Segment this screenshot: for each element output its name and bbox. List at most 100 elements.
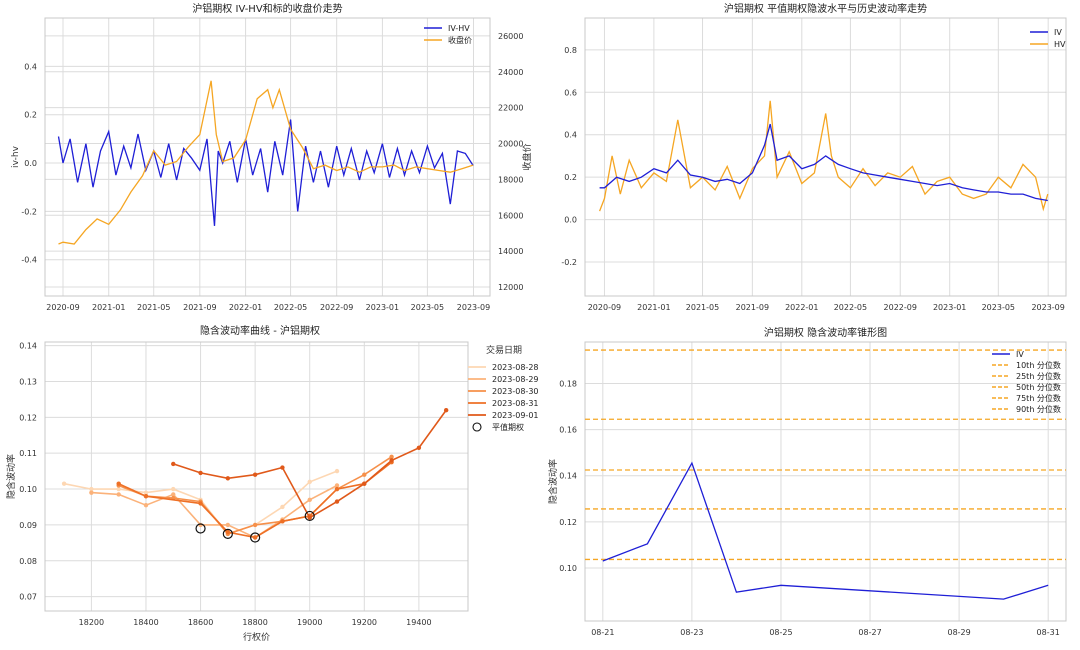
smile-point bbox=[89, 490, 94, 495]
chart-title: 沪铝期权 平值期权隐波水平与历史波动率走势 bbox=[724, 2, 927, 15]
smile-point bbox=[143, 490, 149, 495]
x-tick-label: 2020-09 bbox=[588, 303, 621, 312]
y-tick-label: 0.16 bbox=[559, 426, 577, 435]
y-axis-label: 隐含波动率 bbox=[5, 454, 17, 499]
atm-marker bbox=[195, 523, 206, 534]
x-tick-label: 2022-09 bbox=[320, 303, 353, 312]
smile-point bbox=[171, 492, 176, 497]
y-tick-label: -0.4 bbox=[21, 256, 37, 265]
y-tick-label: 0.14 bbox=[559, 472, 577, 481]
smile-point bbox=[307, 515, 312, 520]
y-tick-label: 0.8 bbox=[564, 46, 577, 55]
series-line-iv bbox=[599, 123, 1048, 202]
x-tick-label: 2021-09 bbox=[183, 303, 216, 312]
y-tick-label: 0.12 bbox=[19, 413, 37, 422]
legend-label: 平值期权 bbox=[492, 422, 524, 432]
smile-point bbox=[280, 519, 285, 524]
atm-marker bbox=[250, 532, 261, 543]
legend-label: IV bbox=[1054, 28, 1062, 37]
x-tick-label: 18600 bbox=[188, 618, 213, 627]
y-tick-label: 0.10 bbox=[559, 564, 577, 573]
y-tick-label: 0.10 bbox=[19, 485, 37, 494]
x-tick-label: 08-23 bbox=[680, 628, 703, 637]
y-tick-label: 0.09 bbox=[19, 521, 37, 530]
smile-point bbox=[362, 472, 367, 477]
x-tick-label: 2022-05 bbox=[834, 303, 867, 312]
smile-point bbox=[389, 458, 394, 463]
smile-point bbox=[252, 472, 258, 477]
x-tick-label: 08-29 bbox=[947, 628, 970, 637]
legend-label: 90th 分位数 bbox=[1016, 404, 1061, 414]
y2-tick-label: 16000 bbox=[498, 211, 523, 220]
smile-point bbox=[334, 483, 340, 488]
y-tick-label: 0.11 bbox=[19, 449, 37, 458]
y-tick-label: 0.6 bbox=[564, 88, 577, 97]
plot-frame bbox=[584, 17, 1067, 297]
legend-label: 2023-09-01 bbox=[492, 411, 539, 420]
smile-point bbox=[389, 454, 394, 459]
smile-point bbox=[252, 522, 258, 528]
smile-point bbox=[225, 529, 231, 535]
smile-line bbox=[118, 461, 393, 539]
x-tick-label: 19000 bbox=[297, 618, 322, 627]
y2-tick-label: 14000 bbox=[498, 247, 523, 256]
x-tick-label: 2021-05 bbox=[686, 303, 719, 312]
x-tick-label: 19400 bbox=[406, 618, 431, 627]
x-tick-label: 2020-09 bbox=[46, 303, 79, 312]
x-tick-label: 2023-05 bbox=[411, 303, 444, 312]
smile-point bbox=[280, 465, 285, 470]
y2-tick-label: 22000 bbox=[498, 104, 523, 113]
plot-frame bbox=[584, 341, 1067, 622]
x-axis-label: 行权价 bbox=[243, 631, 270, 643]
x-tick-label: 18400 bbox=[133, 618, 158, 627]
legend-label: 10th 分位数 bbox=[1016, 360, 1061, 370]
y-tick-label: -0.2 bbox=[21, 207, 37, 216]
atm-marker bbox=[304, 510, 315, 522]
series-line-iv bbox=[602, 461, 1049, 600]
smile-point bbox=[307, 497, 312, 503]
smile-point bbox=[198, 501, 203, 506]
legend-label: 2023-08-31 bbox=[492, 399, 539, 408]
x-tick-label: 08-31 bbox=[1037, 628, 1060, 637]
series-line-iv-hv bbox=[57, 119, 474, 226]
legend-label: 2023-08-28 bbox=[492, 363, 539, 372]
legend-label: IV-HV bbox=[448, 24, 470, 33]
chart-title: 沪铝期权 隐含波动率锥形图 bbox=[764, 326, 887, 339]
y-tick-label: 0.13 bbox=[19, 377, 37, 386]
smile-point bbox=[225, 522, 231, 528]
y-tick-label: 0.2 bbox=[564, 173, 577, 182]
y-tick-label: 0.07 bbox=[19, 593, 37, 602]
legend-label: 50th 分位数 bbox=[1016, 382, 1061, 392]
smile-point bbox=[198, 470, 203, 476]
x-tick-label: 2022-01 bbox=[785, 303, 818, 312]
y2-tick-label: 24000 bbox=[498, 68, 523, 77]
x-tick-label: 2022-01 bbox=[229, 303, 262, 312]
y-tick-label: 0.14 bbox=[19, 342, 37, 351]
y-tick-label: 0.0 bbox=[564, 216, 577, 225]
smile-point bbox=[171, 461, 176, 467]
smile-point bbox=[252, 535, 258, 540]
smile-line bbox=[91, 484, 338, 539]
y-tick-label: 0.08 bbox=[19, 557, 37, 566]
x-tick-label: 2023-09 bbox=[1031, 303, 1064, 312]
x-tick-label: 08-21 bbox=[591, 628, 614, 637]
series-line-close-price bbox=[58, 80, 474, 245]
y2-tick-label: 20000 bbox=[498, 140, 523, 149]
chart-title: 隐含波动率曲线 - 沪铝期权 bbox=[200, 324, 320, 337]
y-tick-label: 0.12 bbox=[559, 518, 577, 527]
smile-point bbox=[416, 445, 422, 451]
x-tick-label: 2023-01 bbox=[933, 303, 966, 312]
atm-marker bbox=[222, 528, 233, 539]
y2-axis-label: 收盘价 bbox=[521, 143, 533, 170]
smile-point bbox=[143, 494, 149, 499]
smile-point bbox=[116, 492, 121, 497]
legend-label: 75th 分位数 bbox=[1016, 393, 1061, 403]
y-tick-label: 0.2 bbox=[24, 111, 37, 120]
smile-point bbox=[334, 468, 340, 474]
plot-frame bbox=[44, 341, 469, 612]
smile-point bbox=[225, 476, 231, 481]
y-axis-label: iv-hv bbox=[11, 145, 21, 168]
smile-point bbox=[116, 481, 121, 486]
